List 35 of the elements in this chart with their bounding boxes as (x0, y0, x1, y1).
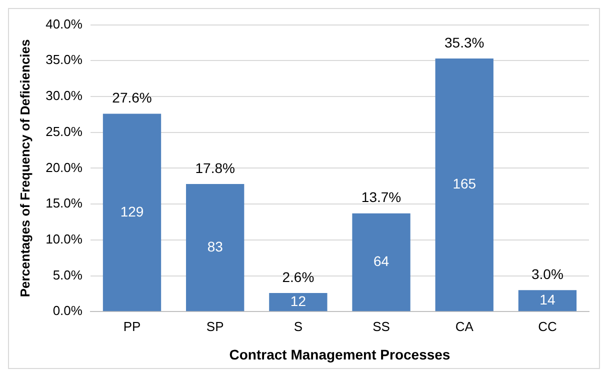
annotation: 14 (540, 291, 556, 308)
x-tick-label: SP (206, 318, 224, 334)
y-tick-label: 0.0% (52, 303, 83, 318)
x-tick-label: SS (372, 318, 390, 334)
bar (518, 290, 577, 312)
data-label: 27.6% (112, 90, 152, 106)
x-axis-title: Contract Management Processes (229, 346, 450, 362)
bar (435, 58, 494, 312)
bar (269, 292, 328, 312)
annotation: 83 (207, 238, 224, 254)
y-tick-label: 5.0% (52, 267, 83, 282)
y-tick-label: 10.0% (46, 231, 83, 246)
y-tick-label: 30.0% (46, 88, 83, 104)
data-label: 13.7% (361, 189, 402, 206)
x-tick-label: CA (455, 318, 474, 334)
annotation: 165 (452, 176, 476, 192)
annotation: 12 (290, 292, 306, 309)
y-tick-label: 20.0% (46, 160, 83, 175)
y-axis-title: Percentages of Frequency of Deficiencies (17, 39, 32, 298)
y-tick-label: 40.0% (46, 16, 83, 32)
y-tick-label: 35.0% (46, 52, 83, 68)
x-tick-label: S (294, 318, 303, 334)
data-label: 17.8% (195, 160, 235, 176)
x-tick-label: CC (538, 318, 557, 334)
annotation: 129 (120, 203, 144, 220)
bar (102, 114, 162, 312)
data-label: 3.0% (531, 266, 564, 282)
data-label: 2.6% (282, 268, 314, 285)
x-tick-label: PP (123, 318, 141, 334)
y-tick-label: 25.0% (46, 124, 83, 139)
data-label: 35.3% (444, 34, 484, 50)
bar (352, 213, 410, 312)
bar (186, 184, 244, 312)
annotation: 64 (373, 253, 390, 270)
y-tick-label: 15.0% (46, 196, 83, 211)
